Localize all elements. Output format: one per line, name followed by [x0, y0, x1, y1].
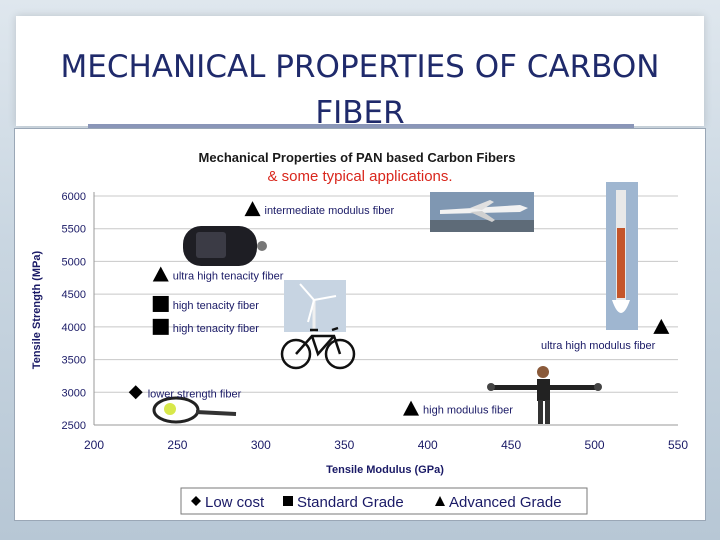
y-tick-label: 3500	[62, 355, 86, 367]
data-point-triangle	[403, 400, 420, 416]
y-axis-label: Tensile Strength (MPa)	[31, 250, 43, 369]
legend-label-standard-grade: Standard Grade	[297, 494, 404, 511]
x-tick-label: 350	[334, 438, 354, 452]
data-point-square	[152, 295, 169, 312]
y-tick-label: 4000	[62, 322, 86, 334]
data-point-label: high tenacity fiber	[173, 300, 260, 312]
slide-title: MECHANICAL PROPERTIES OF CARBON FIBER	[16, 16, 704, 131]
data-point-diamond	[128, 385, 143, 400]
x-tick-label: 500	[585, 438, 605, 452]
wind-turbine-icon	[284, 280, 346, 332]
tennis-racket-icon	[152, 396, 237, 424]
x-tick-label: 550	[668, 438, 688, 452]
x-tick-label: 250	[167, 438, 187, 452]
x-tick-label: 300	[251, 438, 271, 452]
legend-label-advanced-grade: Advanced Grade	[449, 494, 562, 511]
legend-diamond-marker	[191, 496, 201, 506]
legend: Low cost Standard Grade Advanced Grade	[180, 487, 588, 515]
person-with-pipe-icon	[487, 366, 602, 424]
title-divider	[88, 124, 634, 128]
y-tick-label: 5500	[62, 224, 86, 236]
y-tick-label: 3000	[62, 387, 86, 399]
data-point-triangle	[152, 266, 169, 282]
data-point-triangle	[653, 318, 670, 334]
bicycle-icon	[280, 326, 356, 370]
slide-title-text: MECHANICAL PROPERTIES OF CARBON FIBER	[60, 49, 660, 131]
data-point-label: ultra high tenacity fiber	[173, 271, 284, 283]
data-point-label: ultra high modulus fiber	[541, 340, 656, 352]
chart-title: Mechanical Properties of PAN based Carbo…	[199, 150, 516, 165]
x-tick-label: 400	[418, 438, 438, 452]
y-tick-label: 2500	[62, 420, 86, 432]
airplane-icon	[430, 192, 534, 232]
data-point-label: high tenacity fiber	[173, 323, 260, 335]
legend-triangle-marker	[435, 496, 445, 506]
x-tick-label: 200	[84, 438, 104, 452]
data-point-label: lower strength fiber	[148, 388, 242, 400]
rocket-icon	[606, 182, 638, 330]
chart-subtitle: & some typical applications.	[267, 168, 452, 185]
y-tick-label: 5000	[62, 256, 86, 268]
x-axis-label: Tensile Modulus (GPa)	[326, 464, 444, 476]
chart-frame	[14, 128, 706, 521]
data-point-square	[152, 318, 169, 335]
legend-square-marker	[283, 496, 293, 506]
legend-label-low-cost: Low cost	[205, 494, 265, 511]
data-point-label: intermediate modulus fiber	[265, 205, 395, 217]
pressure-tank-icon	[183, 226, 267, 266]
y-tick-label: 4500	[62, 289, 86, 301]
data-point-triangle	[244, 201, 261, 217]
data-point-label: high modulus fiber	[423, 405, 513, 417]
y-tick-label: 6000	[62, 191, 86, 203]
x-tick-label: 450	[501, 438, 521, 452]
